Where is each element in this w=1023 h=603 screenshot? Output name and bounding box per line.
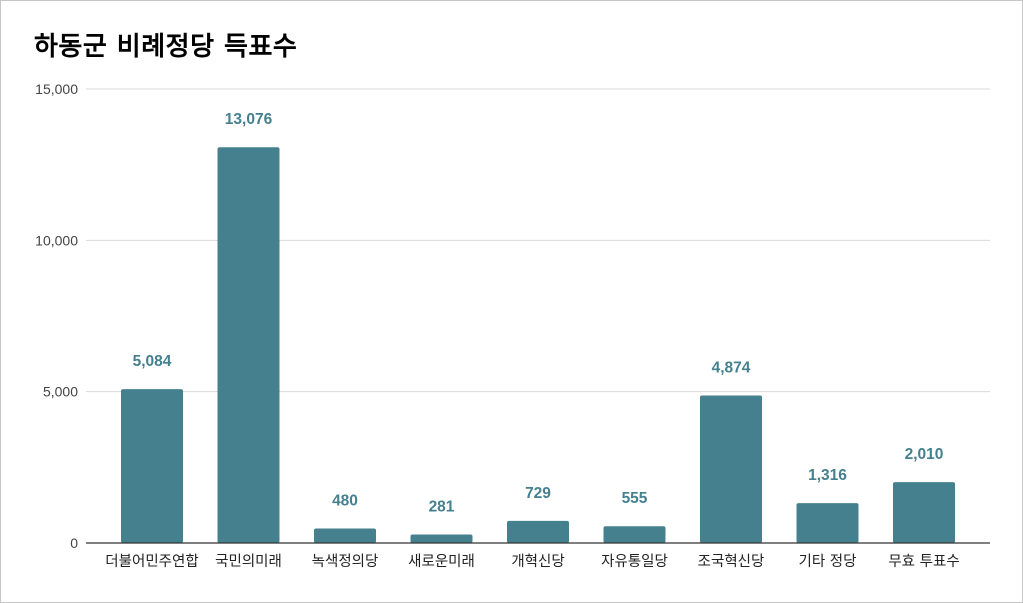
- bar: [410, 534, 473, 543]
- bar: [217, 147, 280, 543]
- bar: [121, 389, 183, 543]
- x-tick-label: 자유통일당: [601, 553, 668, 570]
- data-label: 281: [429, 498, 455, 515]
- data-label: 480: [332, 492, 358, 509]
- bar: [603, 526, 666, 543]
- bar: [893, 482, 955, 543]
- data-label: 729: [525, 485, 551, 502]
- chart-title: 하동군 비례정당 득표수: [34, 32, 298, 62]
- bar: [507, 520, 569, 543]
- data-label: 1,316: [808, 467, 847, 484]
- y-tick-label: 0: [70, 535, 78, 551]
- x-tick-label: 새로운미래: [408, 553, 475, 570]
- x-tick-label: 녹색정의당: [312, 553, 379, 570]
- y-tick-label: 15,000: [35, 81, 78, 97]
- y-tick-label: 10,000: [35, 232, 78, 248]
- data-label: 13,076: [225, 111, 273, 128]
- bar: [314, 528, 376, 543]
- bar: [700, 395, 762, 543]
- data-label: 4,874: [712, 359, 751, 376]
- x-tick-label: 무효 투표수: [888, 553, 959, 570]
- x-tick-label: 개혁신당: [511, 553, 564, 570]
- y-tick-label: 5,000: [43, 384, 78, 400]
- x-tick-label: 기타 정당: [799, 553, 857, 570]
- x-tick-label: 더불어민주연합: [105, 553, 198, 570]
- bar: [796, 503, 859, 543]
- data-label: 5,084: [133, 353, 172, 370]
- data-label: 555: [622, 490, 648, 507]
- x-tick-label: 조국혁신당: [698, 553, 765, 570]
- data-label: 2,010: [905, 446, 944, 463]
- x-tick-label: 국민의미래: [215, 553, 282, 570]
